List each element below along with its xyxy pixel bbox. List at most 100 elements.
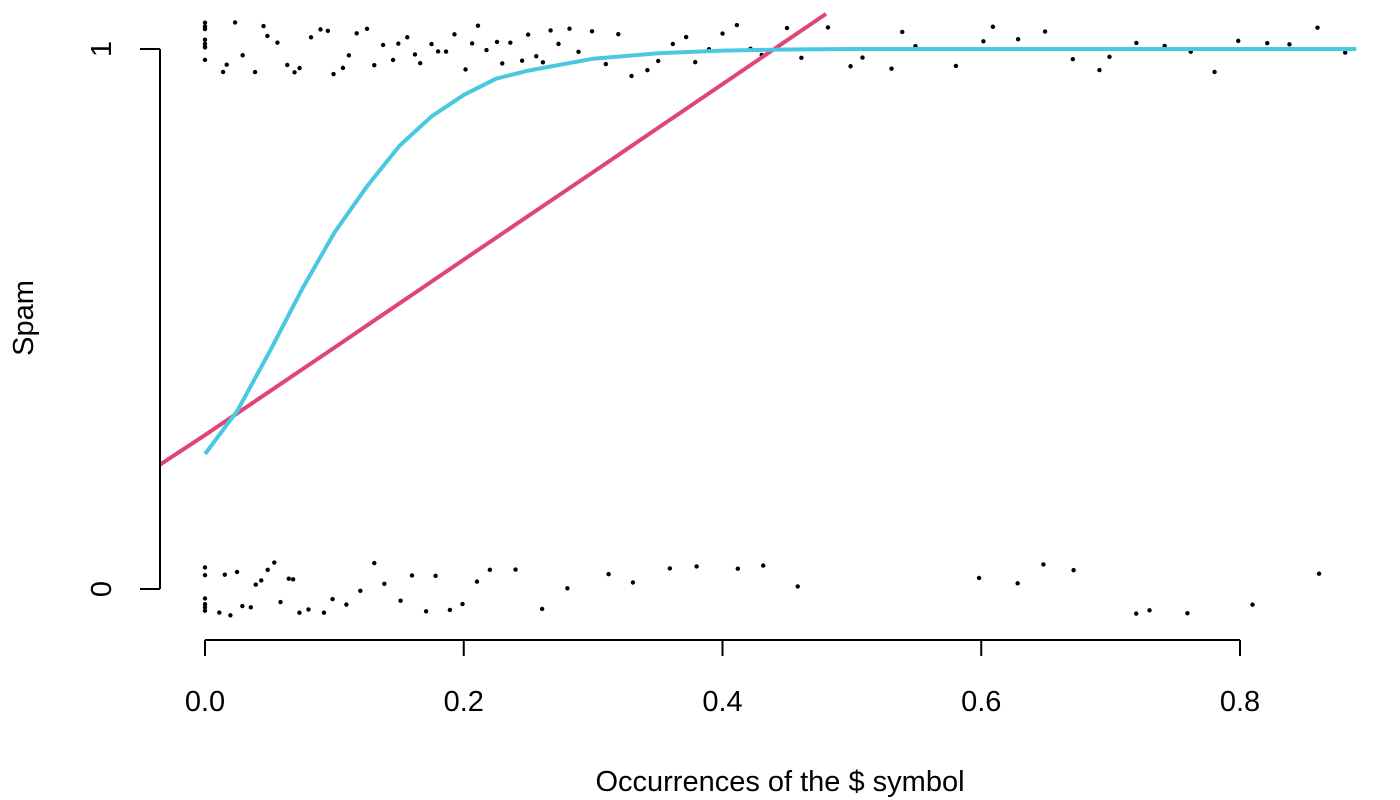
data-point [202, 24, 208, 29]
data-point [330, 596, 335, 602]
data-point [463, 67, 468, 72]
y-tick-label: 1 [86, 41, 118, 57]
data-point [513, 567, 518, 572]
data-point [525, 32, 531, 37]
data-point [396, 41, 401, 46]
data-point [1041, 562, 1046, 567]
data-point [405, 35, 410, 40]
x-tick-label: 0.4 [702, 686, 742, 718]
fit-lines-layer [160, 12, 1357, 467]
data-point [1071, 567, 1076, 573]
data-point [220, 69, 226, 75]
data-point [460, 601, 465, 607]
data-point [202, 20, 208, 25]
data-point [508, 40, 513, 45]
data-point [469, 41, 475, 46]
data-point [380, 42, 386, 48]
data-point [412, 52, 418, 57]
data-point [228, 613, 233, 618]
data-point [318, 27, 323, 32]
data-point [616, 31, 621, 37]
data-point [630, 580, 636, 585]
data-point [667, 566, 673, 571]
axes: 0.0 0.2 0.4 0.6 0.8 01 [86, 41, 1260, 718]
data-point [202, 57, 208, 63]
data-point [290, 577, 296, 582]
data-point [409, 573, 415, 578]
x-tick-label: 0.6 [961, 686, 1001, 718]
data-point [1342, 50, 1348, 55]
data-point [494, 39, 500, 45]
data-point [443, 49, 449, 54]
data-point [795, 584, 800, 589]
data-point [556, 41, 561, 47]
data-point [848, 64, 853, 69]
data-point [1287, 42, 1292, 47]
data-point [1133, 611, 1139, 616]
data-point [224, 62, 229, 67]
data-point [576, 49, 581, 54]
data-point [202, 565, 208, 570]
data-point [286, 576, 291, 581]
data-point [297, 610, 302, 615]
data-point [889, 66, 894, 71]
data-point [265, 567, 270, 573]
data-point [475, 23, 481, 28]
data-point [418, 60, 423, 66]
data-point [860, 55, 865, 60]
data-point [232, 20, 238, 25]
data-point [253, 582, 258, 587]
data-point [390, 57, 396, 63]
data-point [1265, 40, 1270, 46]
data-point [278, 599, 283, 605]
data-point [1212, 69, 1217, 75]
data-point [358, 588, 363, 593]
data-point [306, 607, 311, 612]
data-point [423, 609, 429, 614]
data-point [321, 610, 327, 615]
data-point [1015, 37, 1021, 42]
data-point [202, 596, 208, 601]
data-point [275, 40, 280, 45]
data-point [629, 73, 634, 79]
data-point [202, 45, 208, 50]
data-point [1147, 608, 1152, 613]
data-point [433, 573, 438, 579]
data-point [474, 579, 480, 584]
data-point [346, 53, 352, 58]
data-point [202, 572, 208, 578]
data-point [500, 61, 505, 66]
data-point [976, 575, 982, 581]
data-point [1316, 571, 1322, 576]
data-point [645, 67, 650, 73]
data-point [694, 564, 699, 569]
data-point [990, 24, 996, 29]
data-point [693, 59, 698, 65]
x-axis-label: Occurrences of the $ symbol [595, 766, 964, 798]
data-point [1097, 67, 1102, 73]
data-point [202, 601, 208, 607]
data-point [259, 578, 264, 583]
data-point [261, 23, 266, 29]
data-point [331, 71, 336, 77]
data-point [589, 29, 595, 34]
y-axis-ticks: 01 [86, 41, 160, 597]
data-point [1315, 25, 1320, 30]
data-point [297, 65, 302, 71]
data-point [435, 49, 441, 54]
linear-fit-line [160, 12, 828, 467]
data-point [372, 62, 377, 68]
data-point [735, 566, 741, 571]
data-point [252, 69, 258, 75]
data-point [1250, 602, 1255, 607]
data-point [248, 605, 253, 610]
data-point [240, 603, 245, 609]
x-axis-ticks: 0.0 0.2 0.4 0.6 0.8 [185, 640, 1260, 718]
data-point [372, 560, 377, 566]
data-point [398, 598, 403, 603]
logistic-fit-curve [203, 47, 1357, 456]
data-point [534, 53, 539, 59]
data-point [1236, 38, 1241, 44]
data-point [761, 563, 766, 568]
